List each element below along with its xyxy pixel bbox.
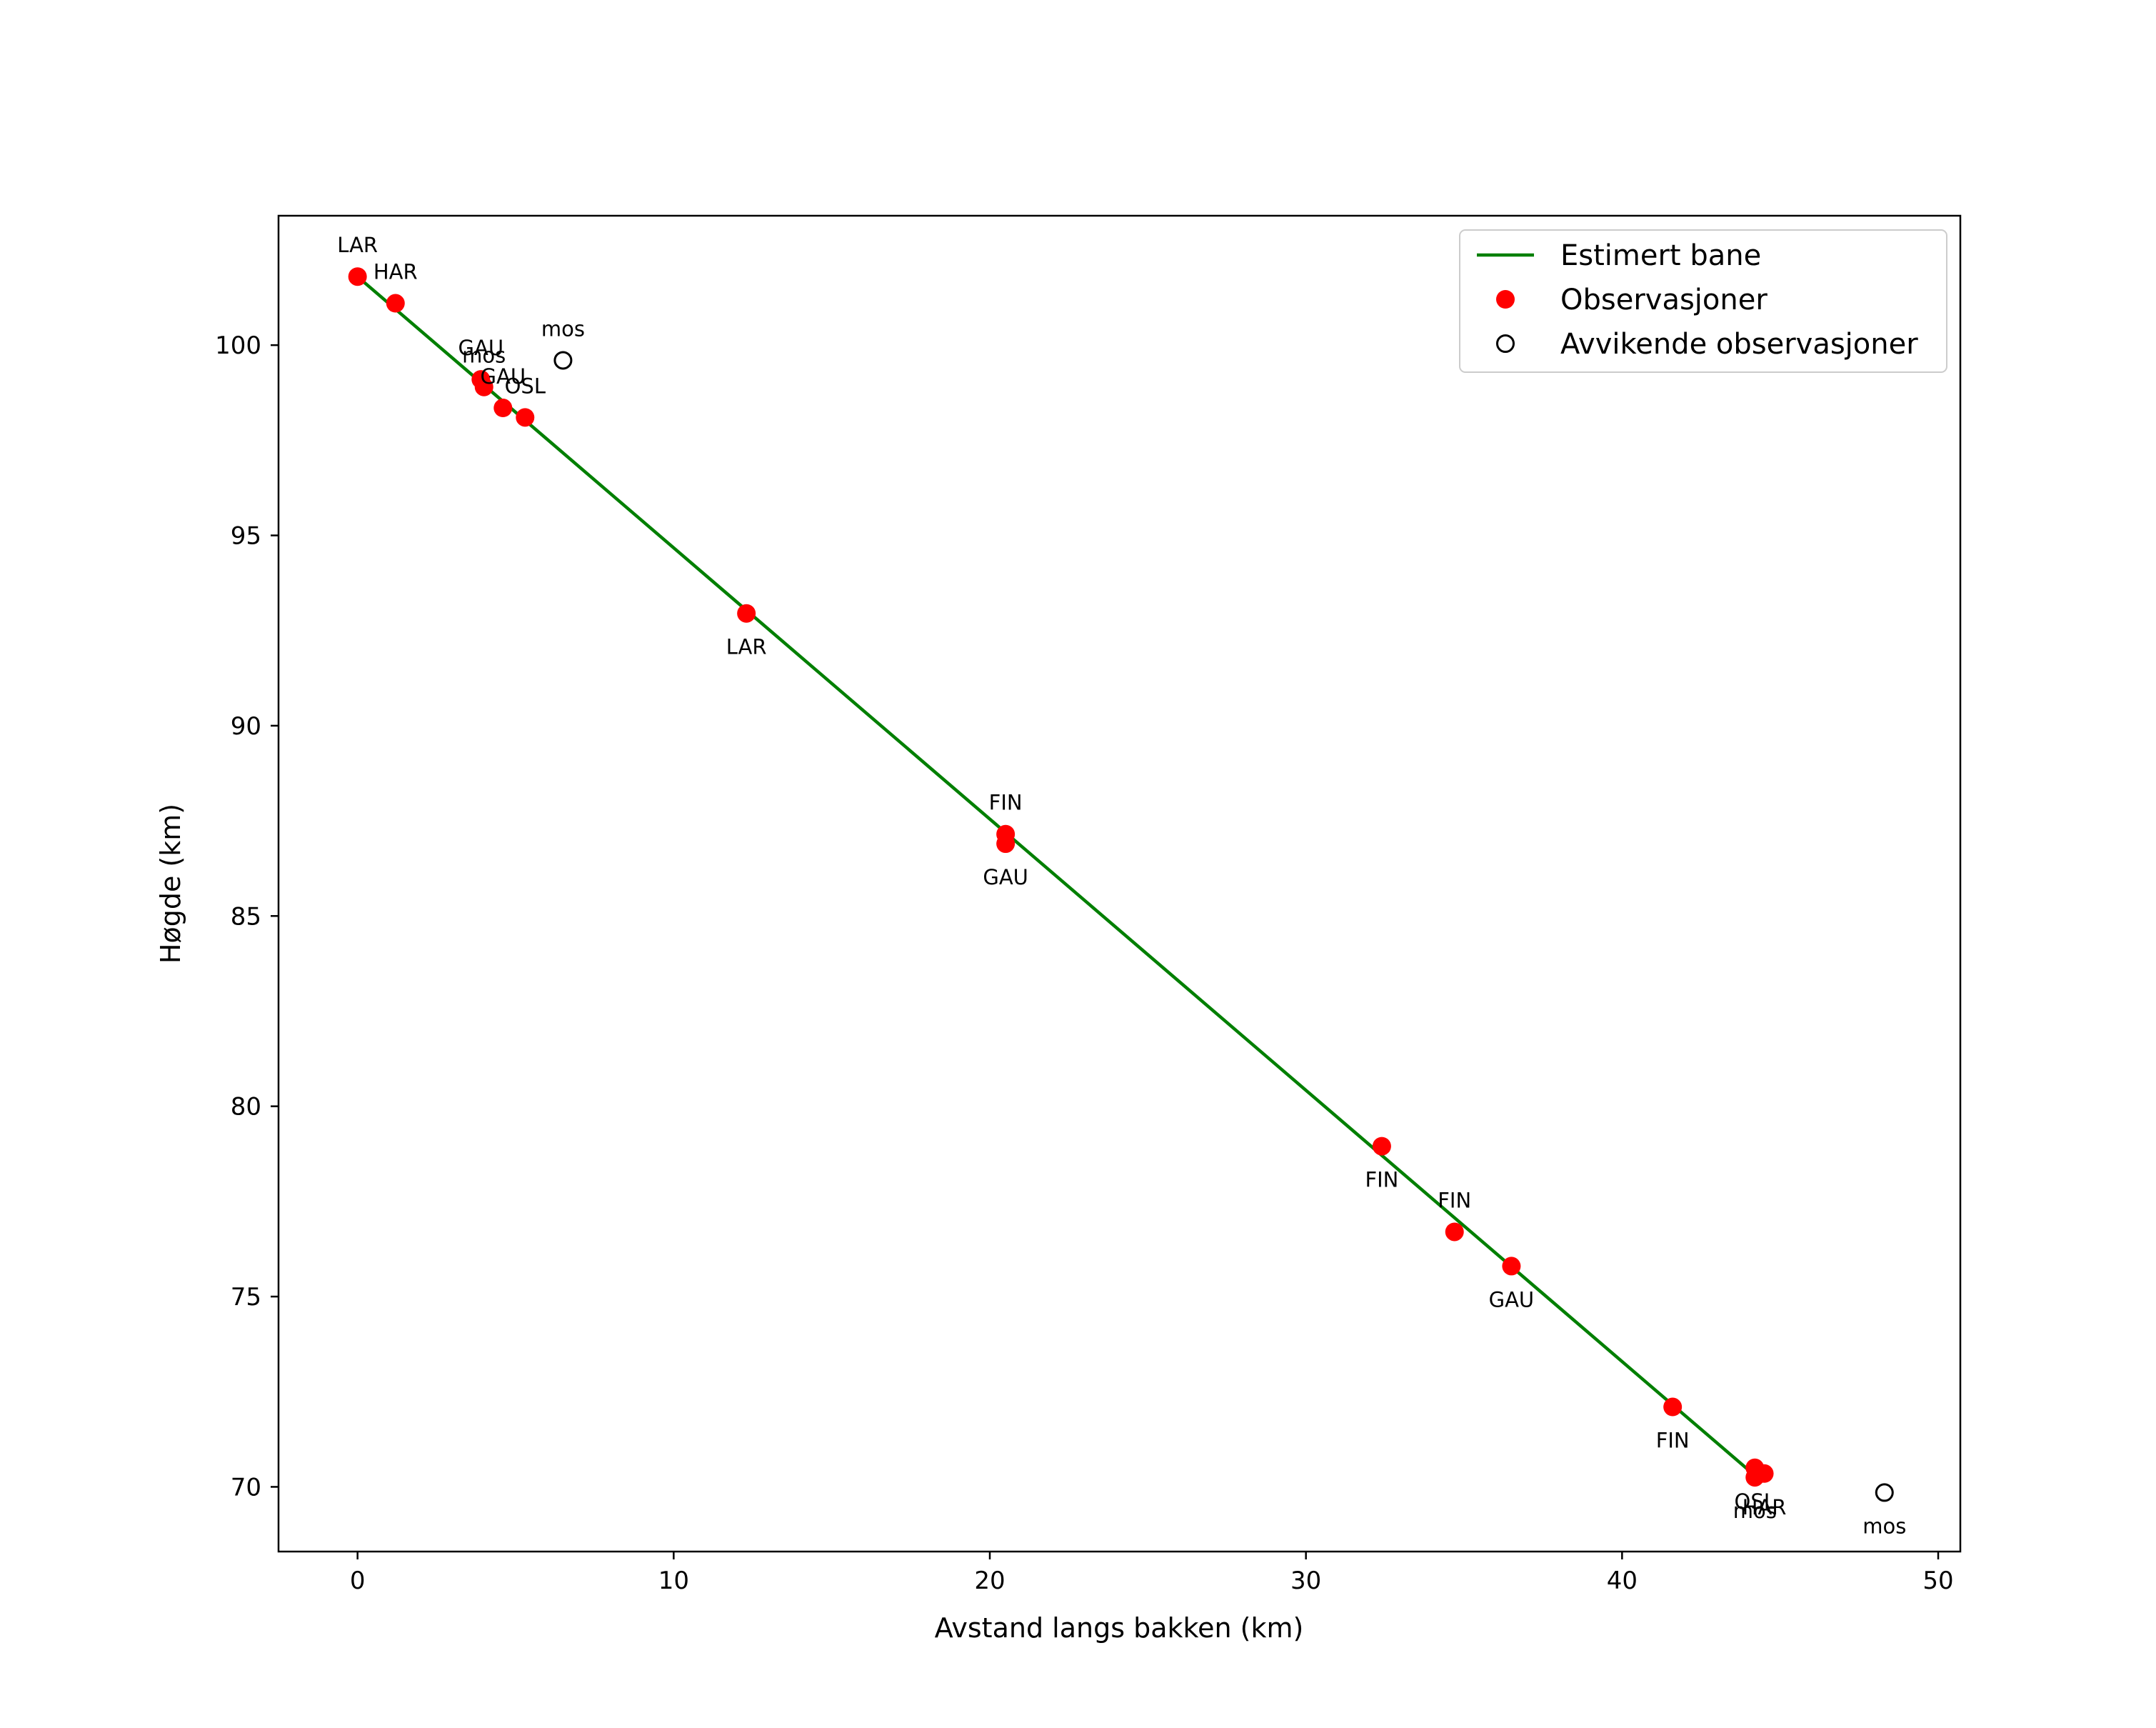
x-tick-label: 30 (1290, 1567, 1321, 1595)
x-tick-label: 40 (1607, 1567, 1638, 1595)
series-layer (348, 267, 1894, 1502)
y-axis: 70 75 80 85 90 95 100 (215, 331, 279, 1502)
legend: Estimert bane Observasjoner Avvikende obse… (1459, 229, 1947, 373)
point-label: FIN (1438, 1188, 1471, 1212)
x-axis-label: Avstand langs bakken (km) (935, 1612, 1304, 1644)
plot-area (277, 214, 1962, 1553)
legend-entry-label: Observasjoner (1560, 284, 1768, 316)
observation-point (1663, 1397, 1683, 1417)
observation-point (493, 399, 513, 418)
point-label: HAR (373, 260, 418, 284)
observation-point (737, 604, 756, 623)
x-tick-label: 50 (1922, 1567, 1953, 1595)
observation-point (996, 834, 1016, 854)
outlier-point (553, 351, 573, 370)
point-label: mos (1862, 1514, 1906, 1538)
y-tick-label: 70 (231, 1473, 261, 1502)
observation-point (1445, 1222, 1464, 1242)
point-labels: LARHARGAUmosGAUOSLLARFINGAUFINFINGAUFINO… (337, 233, 1906, 1538)
observation-point (348, 267, 367, 286)
legend-entry-label: Estimert bane (1560, 239, 1761, 272)
observation-point (474, 377, 493, 396)
point-label: GAU (983, 865, 1028, 889)
legend-filled-marker (1496, 290, 1515, 309)
observation-point (516, 408, 535, 427)
legend-entry-label: Avvikende observasjoner (1560, 328, 1918, 361)
y-axis-label: Høgde (km) (155, 804, 186, 964)
point-label: LAR (726, 635, 767, 659)
outlier-point (1875, 1483, 1894, 1502)
point-label: GAU (458, 336, 504, 360)
estimated-trajectory-line (356, 275, 1756, 1477)
y-tick-label: 95 (231, 522, 261, 551)
y-tick-label: 75 (231, 1283, 261, 1312)
legend-box (1459, 229, 1947, 373)
point-label: OSL (1735, 1489, 1775, 1514)
observation-point (1502, 1257, 1521, 1276)
point-label: FIN (989, 791, 1023, 815)
y-tick-label: 90 (231, 712, 261, 741)
y-tick-label: 85 (231, 902, 261, 931)
point-label: OSL (505, 374, 546, 398)
point-label: mos (541, 316, 585, 341)
point-label: mos (1733, 1499, 1777, 1523)
y-tick-label: 80 (231, 1093, 261, 1122)
observation-point (1755, 1464, 1774, 1483)
point-label: GAU (1489, 1287, 1535, 1312)
point-label: FIN (1365, 1168, 1398, 1192)
point-label: HAR (1743, 1495, 1787, 1519)
point-label: FIN (1656, 1429, 1690, 1453)
x-tick-label: 0 (350, 1567, 366, 1595)
point-label: GAU (481, 364, 526, 389)
y-tick-label: 100 (215, 331, 261, 360)
point-label: LAR (337, 233, 378, 257)
x-tick-label: 10 (658, 1567, 689, 1595)
observation-point (386, 294, 405, 313)
point-label: mos (462, 344, 506, 368)
x-tick-label: 20 (974, 1567, 1005, 1595)
x-axis: 0 10 20 30 40 50 (350, 1552, 1954, 1595)
legend-hollow-marker (1496, 334, 1515, 353)
observation-point (1372, 1137, 1391, 1156)
